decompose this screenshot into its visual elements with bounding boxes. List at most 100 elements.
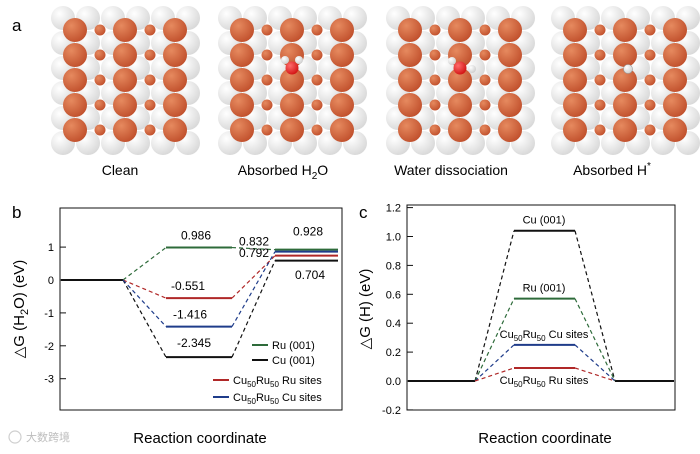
caption-absorbed-h2o: Absorbed H2O (238, 162, 329, 182)
ru-small-atom (594, 124, 606, 136)
panel-b-ytick-label: -1 (44, 308, 54, 320)
ru-atom (63, 118, 87, 142)
panel-b-ytick-label: -3 (44, 374, 54, 386)
ru-atom (280, 68, 304, 92)
ru-atom (663, 43, 687, 67)
panel-c-frame (406, 204, 676, 411)
panel-b-connector (231, 260, 276, 358)
ru-atom (113, 43, 137, 67)
ru-small-atom (479, 74, 491, 86)
watermark-text: 大数跨境 (26, 430, 70, 444)
ru-small-atom (94, 124, 106, 136)
ru-small-atom (261, 74, 273, 86)
ru-small-atom (311, 99, 323, 111)
panel-b-data-label: -2.345 (177, 336, 211, 350)
panel-c-chart: c 1.2 1.0 0.8 0.6 0.4 0.2 0.0 -0.2 Cu (001) Ru (… (357, 203, 676, 447)
panel-c-ylabel: △G (H) (eV) (357, 269, 374, 350)
panel-c-connector (474, 344, 515, 382)
panel-c-xlabel: Reaction coordinate (478, 430, 611, 447)
panel-b-series-2 (122, 254, 338, 300)
ru-atom (330, 93, 354, 117)
ru-atom (663, 93, 687, 117)
panel-b-ytick-label: -2 (44, 341, 54, 353)
panel-b-ylabel: △G (H2O) (eV) (11, 260, 31, 359)
ru-small-atom (311, 49, 323, 61)
panel-b-connector (231, 255, 276, 299)
ru-atom (63, 43, 87, 67)
panel-a-letter: a (12, 16, 22, 35)
panel-c-letter: c (359, 203, 368, 222)
panel-c-connector (574, 367, 616, 382)
ru-atom (230, 93, 254, 117)
ru-atom (563, 68, 587, 92)
ru-atom (398, 68, 422, 92)
ru-atom (163, 118, 187, 142)
ru-small-atom (261, 124, 273, 136)
ru-atom (230, 43, 254, 67)
panel-c-series-label: Cu50Ru50 Ru sites (500, 375, 589, 389)
ru-atom (330, 68, 354, 92)
panel-c-series-3: Cu50Ru50 Ru sites (474, 366, 616, 389)
ru-atom (448, 118, 472, 142)
panel-b-data-label: 0.986 (181, 229, 211, 243)
ru-atom (613, 68, 637, 92)
ru-atom (613, 18, 637, 42)
ru-atom (448, 18, 472, 42)
panel-b-data-label: 0.928 (293, 225, 323, 239)
panel-c-ytick-label: 0.4 (386, 318, 401, 330)
ru-small-atom (311, 74, 323, 86)
panel-b-letter: b (12, 203, 21, 222)
panel-b-legend: Ru (001) Cu (001) Cu50Ru50 Ru sites Cu50Ru5… (213, 340, 322, 406)
panel-b-data-label: 0.704 (295, 268, 325, 282)
ru-atom (563, 93, 587, 117)
ru-atom (163, 43, 187, 67)
ru-small-atom (94, 74, 106, 86)
ru-atom (280, 18, 304, 42)
panel-b-ytick-label: 1 (48, 242, 54, 254)
slab-model-2 (386, 6, 535, 155)
panel-c-series-label: Ru (001) (523, 283, 566, 295)
watermark-icon (8, 430, 22, 444)
panel-c-ytick-label: 1.0 (386, 232, 401, 244)
ru-atom (113, 68, 137, 92)
ru-atom (613, 43, 637, 67)
ru-small-atom (144, 124, 156, 136)
panel-b-chart: b 10-1-2-3 0.986-0.551-1.416-2.3450.8320… (11, 203, 343, 447)
ru-atom (563, 118, 587, 142)
ru-atom (498, 93, 522, 117)
ru-small-atom (429, 99, 441, 111)
panel-b-series-3 (122, 250, 338, 328)
ru-small-atom (429, 49, 441, 61)
ru-atom (613, 93, 637, 117)
ru-atom (63, 68, 87, 92)
ru-atom (113, 18, 137, 42)
panel-b-legend-label: Ru (001) (272, 340, 315, 352)
ru-small-atom (311, 124, 323, 136)
ru-atom (498, 68, 522, 92)
ru-small-atom (94, 99, 106, 111)
panel-c-connector (474, 298, 515, 382)
ru-atom (63, 18, 87, 42)
o-atom (285, 61, 299, 75)
ru-small-atom (94, 49, 106, 61)
ru-small-atom (429, 74, 441, 86)
ru-atom (498, 43, 522, 67)
ru-atom (163, 18, 187, 42)
ru-atom (163, 93, 187, 117)
ru-small-atom (644, 24, 656, 36)
ru-small-atom (479, 124, 491, 136)
panel-b-legend-label: Cu50Ru50 Ru sites (233, 375, 322, 389)
ru-small-atom (144, 24, 156, 36)
h-atom (281, 56, 289, 64)
ru-atom (113, 118, 137, 142)
panel-b-data-label: -1.416 (173, 308, 207, 322)
caption-water-dissociation: Water dissociation (394, 162, 508, 178)
panel-c-series-label: Cu (001) (523, 215, 566, 227)
panel-b-connector (122, 279, 167, 299)
panel-c-ytick-label: 1.2 (386, 203, 401, 215)
panel-c-connector (474, 230, 515, 382)
ru-atom (398, 43, 422, 67)
ru-small-atom (144, 49, 156, 61)
o-atom (453, 61, 467, 75)
